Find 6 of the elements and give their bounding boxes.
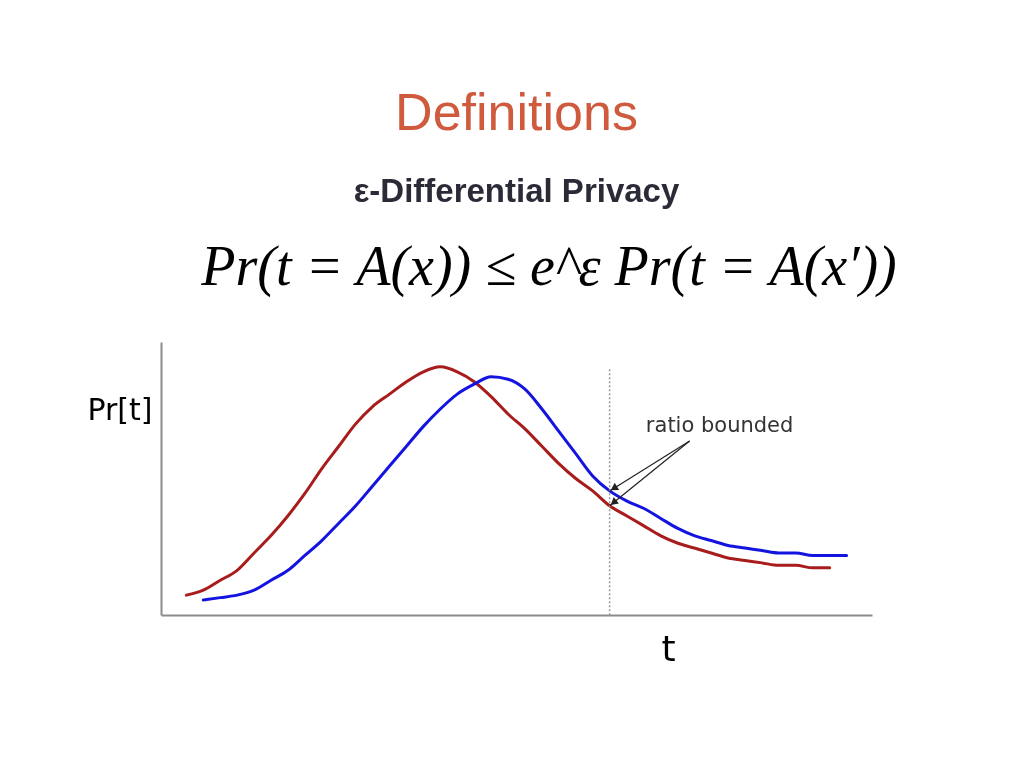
y-axis-title: Pr[t] <box>87 391 153 427</box>
annotation: ratio bounded <box>645 412 794 437</box>
chart-title: Definitions <box>395 83 638 141</box>
x-axis-title: t <box>661 627 676 669</box>
text: Pr(t = A(x)) ≤ e^ε Pr(t = A(x′)) <box>200 235 897 298</box>
chart-subtitle: ε-Differential Privacy <box>353 172 680 209</box>
